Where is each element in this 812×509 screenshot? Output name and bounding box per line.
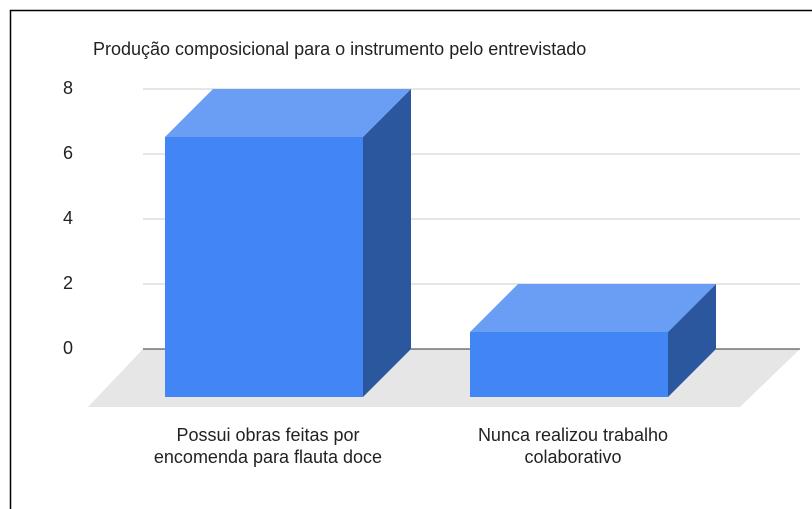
bar <box>470 284 716 397</box>
bar-side <box>668 284 716 397</box>
y-tick-label: 4 <box>63 208 73 228</box>
frame <box>9 9 812 509</box>
y-tick-label: 8 <box>63 78 73 98</box>
chart-title: Produção composicional para o instrument… <box>93 39 586 59</box>
x-tick-label: Nunca realizou trabalho colaborativo <box>477 425 669 467</box>
y-tick-label: 2 <box>63 273 73 293</box>
x-tick-label: Possui obras feitas por encomenda para f… <box>153 425 383 467</box>
bar-top <box>470 284 716 332</box>
bar-front <box>165 137 363 397</box>
bar-side <box>363 89 411 397</box>
bar-front <box>470 332 668 397</box>
bar <box>165 89 411 397</box>
bar-top <box>165 89 411 137</box>
y-tick-label: 0 <box>63 338 73 358</box>
y-tick-label: 6 <box>63 143 73 163</box>
